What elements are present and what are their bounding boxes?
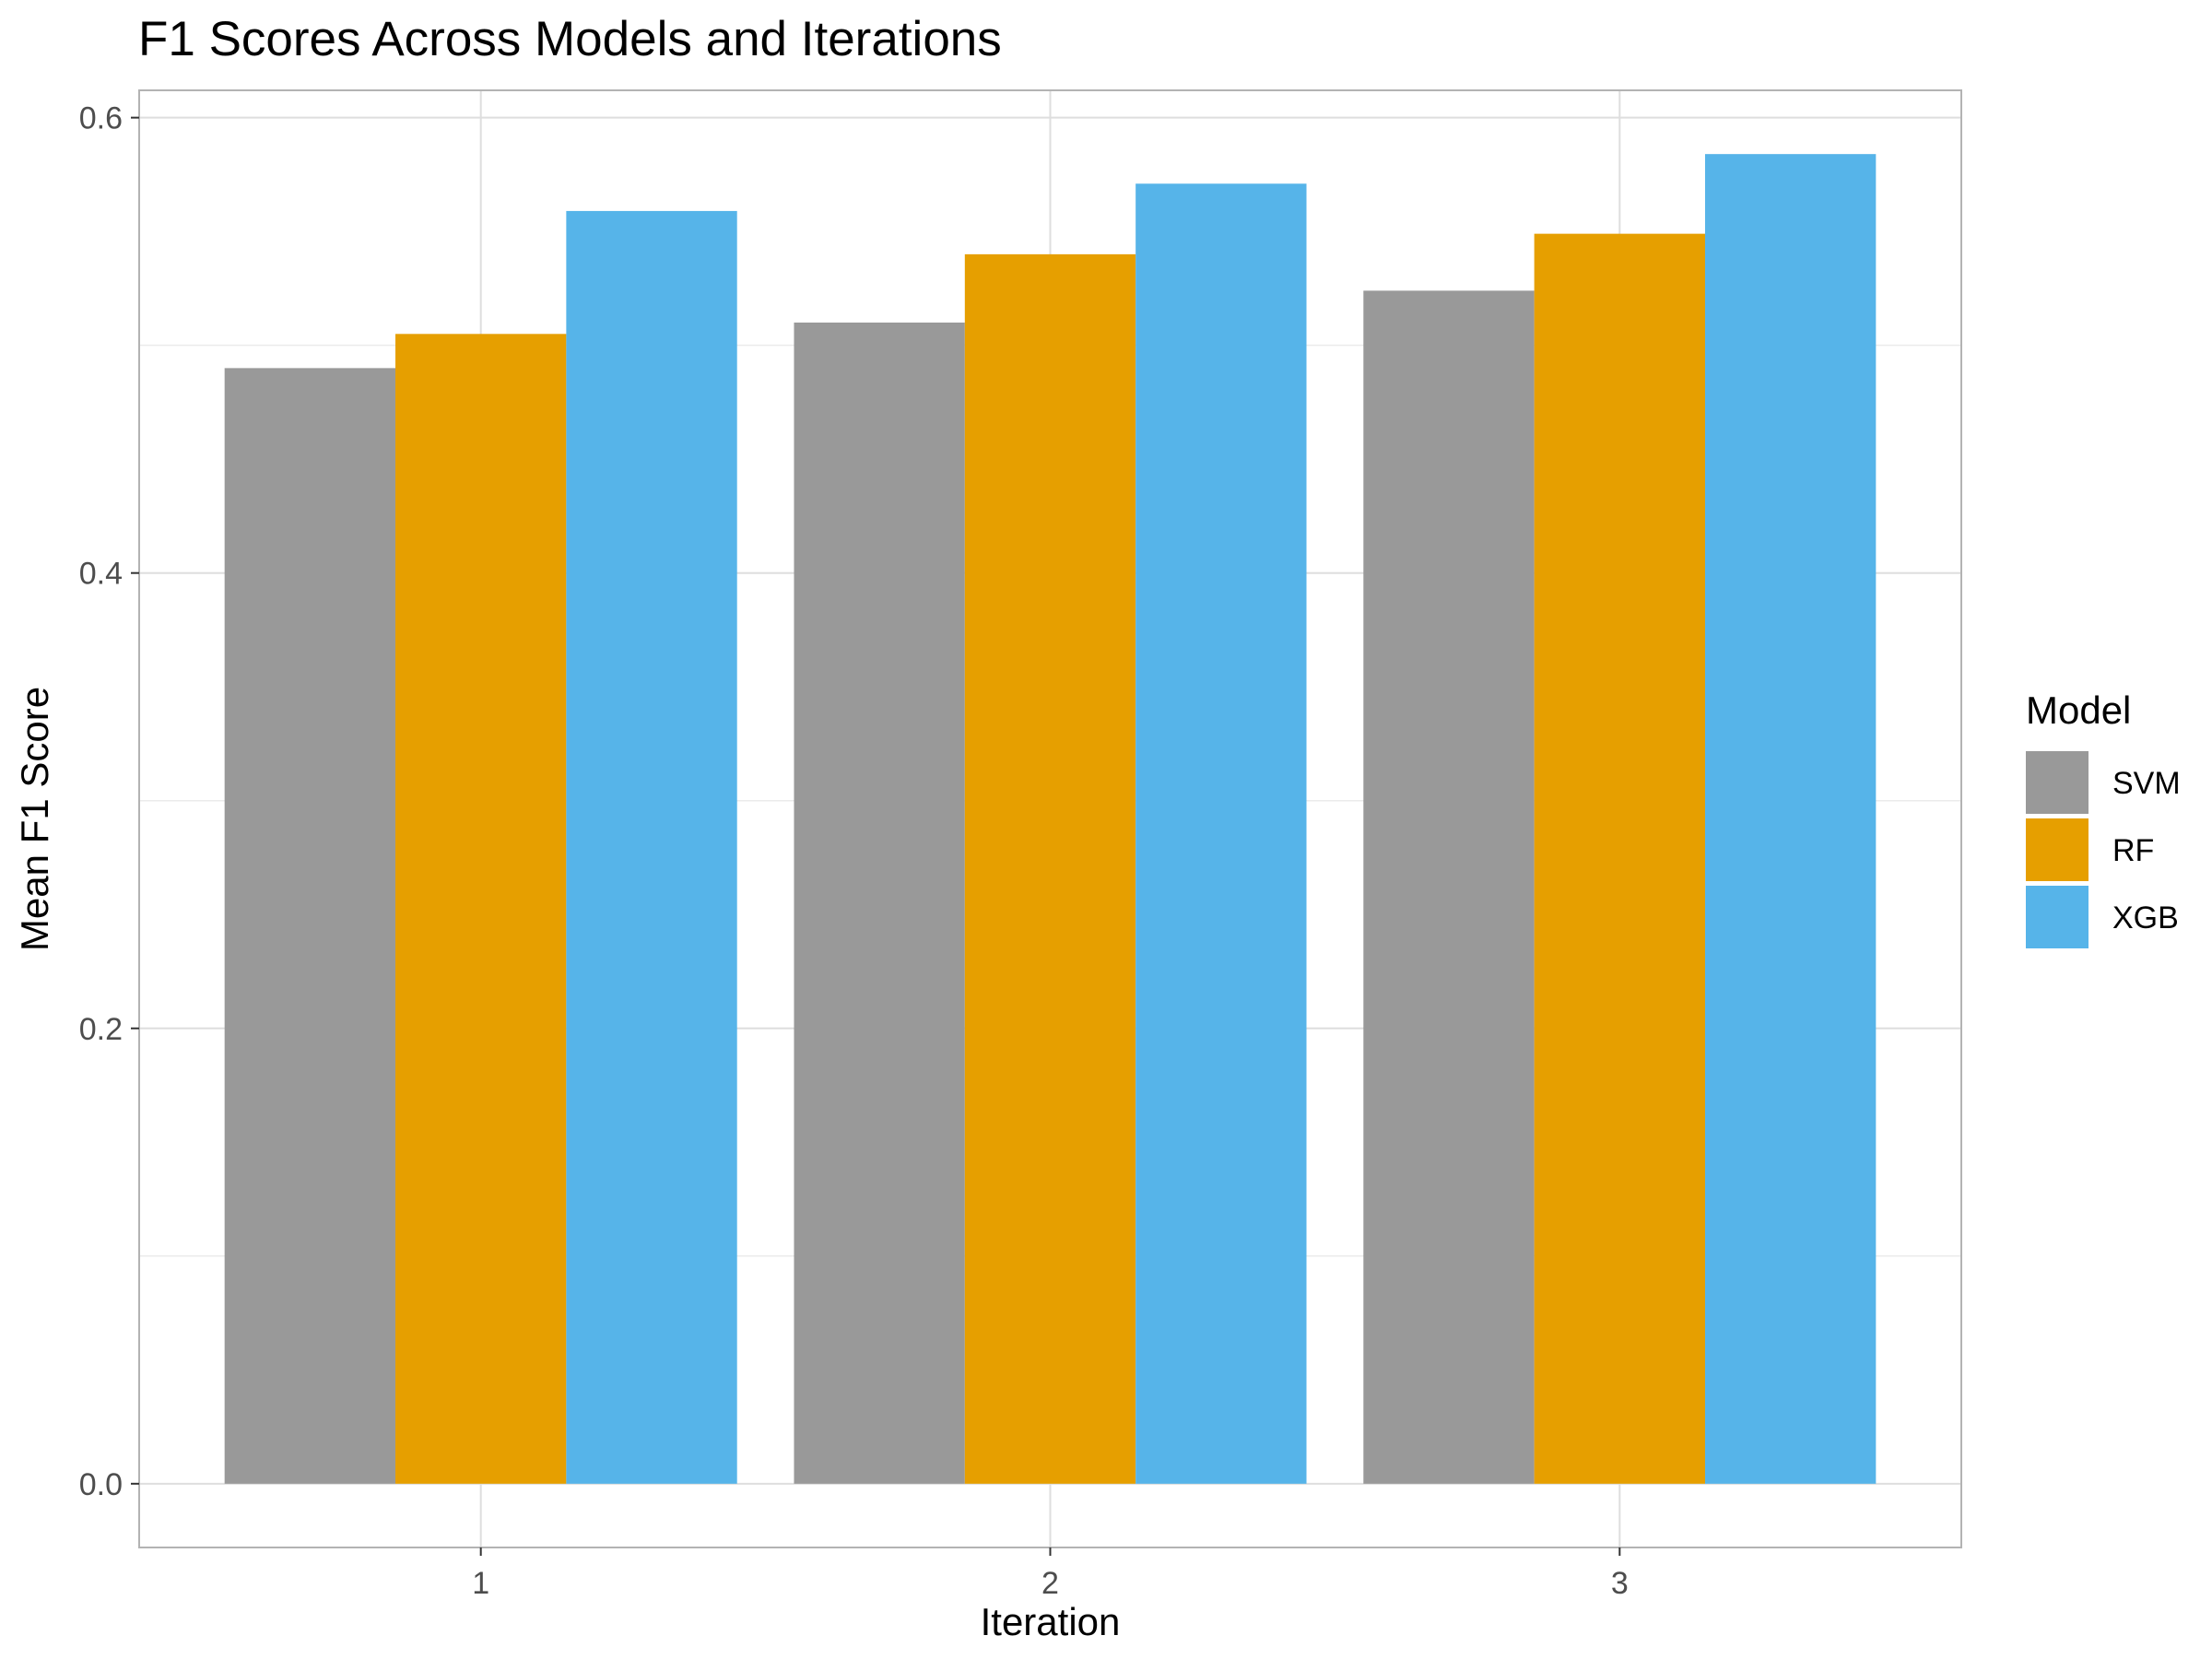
bar-xgb-iteration-3 bbox=[1704, 154, 1877, 1484]
y-tick-label: 0.2 bbox=[79, 1012, 123, 1047]
x-axis-title: Iteration bbox=[981, 1600, 1121, 1643]
bar-rf-iteration-3 bbox=[1534, 233, 1705, 1484]
bar-rf-iteration-2 bbox=[964, 253, 1136, 1484]
y-axis-title: Mean F1 Score bbox=[13, 687, 56, 951]
legend-label-xgb: XGB bbox=[2112, 900, 2179, 935]
x-tick-label: 2 bbox=[1041, 1566, 1059, 1601]
x-tick-label: 1 bbox=[472, 1566, 489, 1601]
legend-key-rf bbox=[2026, 818, 2088, 881]
legend: Model SVM RF XGB bbox=[2026, 688, 2181, 948]
chart-title: F1 Scores Across Models and Iterations bbox=[138, 12, 1002, 66]
bar-xgb-iteration-2 bbox=[1135, 183, 1307, 1484]
legend-items: SVM RF XGB bbox=[2026, 751, 2181, 948]
bar-svm-iteration-3 bbox=[1363, 290, 1535, 1484]
y-axis-ticks: 0.0 0.2 0.4 0.6 bbox=[79, 101, 139, 1502]
bar-svm-iteration-2 bbox=[794, 322, 965, 1484]
legend-key-xgb bbox=[2026, 886, 2088, 948]
bar-rf-iteration-1 bbox=[395, 334, 567, 1484]
x-tick-label: 3 bbox=[1611, 1566, 1629, 1601]
y-tick-label: 0.4 bbox=[79, 557, 123, 592]
bar-xgb-iteration-1 bbox=[566, 210, 737, 1484]
x-axis-ticks: 1 2 3 bbox=[472, 1547, 1629, 1601]
y-tick-label: 0.0 bbox=[79, 1467, 123, 1502]
legend-title: Model bbox=[2026, 688, 2131, 732]
legend-key-svm bbox=[2026, 751, 2088, 814]
y-tick-label: 0.6 bbox=[79, 101, 123, 136]
legend-label-rf: RF bbox=[2112, 833, 2154, 868]
bar-svm-iteration-1 bbox=[224, 368, 396, 1484]
bars bbox=[224, 154, 1877, 1484]
legend-label-svm: SVM bbox=[2112, 766, 2181, 801]
